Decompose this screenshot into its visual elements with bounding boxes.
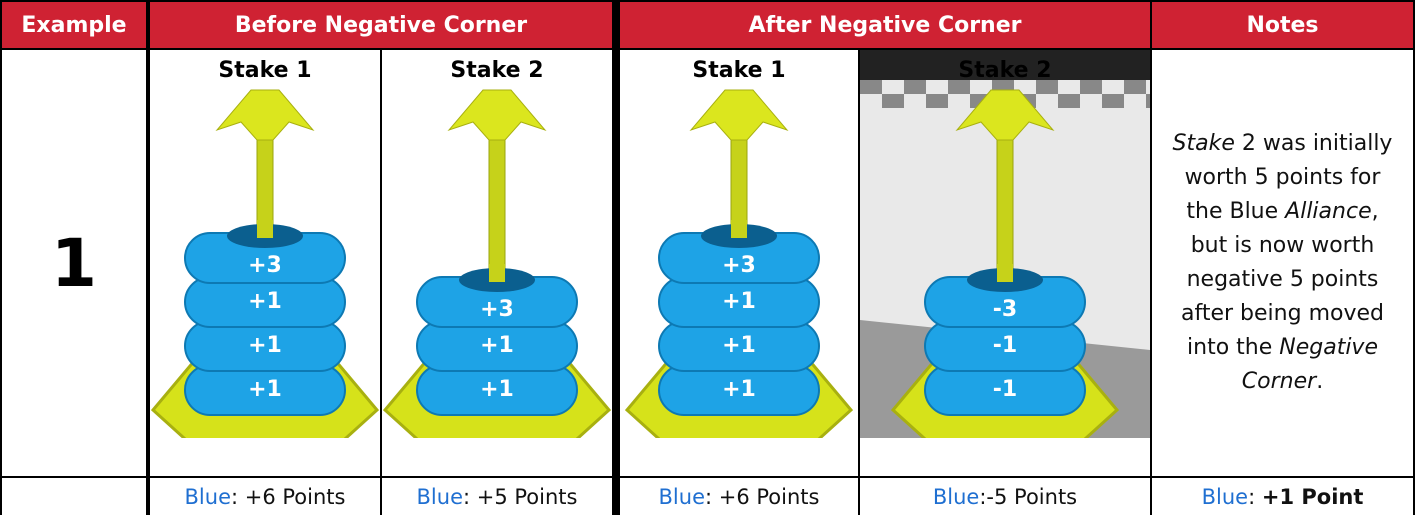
ring-label: -3	[993, 297, 1017, 322]
ring-label: -1	[993, 377, 1017, 402]
stake-top	[215, 89, 315, 141]
checker	[1102, 94, 1124, 108]
field-wall	[860, 50, 1150, 80]
sep: :	[1248, 484, 1262, 509]
stake-cell: -3 -1 -1 Stake 2	[860, 50, 1150, 476]
team: Blue	[184, 484, 231, 509]
checker	[1080, 80, 1102, 94]
checker	[882, 94, 904, 108]
notes-text: Stake 2 was initially worth 5 points for…	[1166, 127, 1399, 399]
stake-pole-inner	[731, 220, 747, 238]
stake-illustration: +3 +1 +1	[382, 89, 612, 438]
stake-score: Blue: +6 Points	[150, 478, 380, 515]
notes-cell: Stake 2 was initially worth 5 points for…	[1152, 50, 1413, 476]
checker	[1058, 94, 1080, 108]
checker	[860, 80, 882, 94]
team: Blue	[416, 484, 463, 509]
points: : +5 Points	[463, 484, 578, 509]
ring-label: +1	[248, 333, 282, 358]
checker	[1036, 80, 1058, 94]
stake-top	[955, 89, 1055, 141]
stake-top	[689, 89, 789, 141]
ring-label: +1	[722, 289, 756, 314]
notes-part: Stake	[1172, 131, 1235, 156]
ring-label: +3	[722, 253, 756, 278]
checker	[1146, 94, 1150, 108]
ring-label: +1	[480, 377, 514, 402]
example-number: 1	[2, 50, 146, 476]
points: :-5 Points	[979, 484, 1078, 509]
team: Blue	[1201, 484, 1249, 509]
ring-label: +3	[480, 297, 514, 322]
header-after: After Negative Corner	[620, 2, 1150, 48]
points: : +6 Points	[705, 484, 820, 509]
header-notes: Notes	[1152, 2, 1413, 48]
ring-label: +3	[248, 253, 282, 278]
checker	[926, 94, 948, 108]
notes-part: Alliance	[1285, 199, 1372, 224]
checker	[904, 80, 926, 94]
stake-title: Stake 2	[450, 58, 544, 83]
notes-part: 2 was initially worth 5 points for the B…	[1184, 131, 1393, 224]
points: : +6 Points	[231, 484, 346, 509]
ring-label: -1	[993, 333, 1017, 358]
notes-part: .	[1316, 369, 1324, 394]
footer-total: Blue: +1 Point	[1152, 478, 1413, 515]
checker	[948, 80, 970, 94]
ring-label: +1	[480, 333, 514, 358]
stake-title: Stake 1	[692, 58, 786, 83]
team: Blue	[658, 484, 705, 509]
stake-illustration: +3 +1 +1 +1	[150, 89, 380, 438]
stake-illustration: -3 -1 -1	[860, 50, 1150, 438]
team: Blue	[932, 484, 980, 509]
stake-pole-inner	[997, 264, 1013, 282]
stake-title: Stake 1	[218, 58, 312, 83]
notes-part: , but is now worth negative 5 points aft…	[1181, 199, 1384, 360]
ring-label: +1	[722, 377, 756, 402]
stake-pole-inner	[257, 220, 273, 238]
stake-score: Blue:-5 Points	[860, 478, 1150, 515]
footer-empty	[2, 478, 146, 515]
checker	[1124, 80, 1146, 94]
stake-score: Blue: +6 Points	[620, 478, 858, 515]
stake-title: Stake 2	[958, 58, 1052, 83]
stake-score: Blue: +5 Points	[382, 478, 612, 515]
stake-cell: +3 +1 +1 +1 Stake 1	[620, 50, 858, 476]
stake-illustration: +3 +1 +1 +1	[624, 89, 854, 438]
ring-label: +1	[722, 333, 756, 358]
header-example: Example	[2, 2, 146, 48]
ring-label: +1	[248, 377, 282, 402]
stake-cell: +3 +1 +1 Stake 2	[382, 50, 612, 476]
stake-top	[447, 89, 547, 141]
stake-cell: +3 +1 +1 +1 Stake 1	[150, 50, 380, 476]
total-points: +1 Point	[1261, 484, 1364, 509]
ring-label: +1	[248, 289, 282, 314]
stake-pole-inner	[489, 264, 505, 282]
notes-part: Negative Corner	[1241, 335, 1378, 394]
header-before: Before Negative Corner	[150, 2, 612, 48]
